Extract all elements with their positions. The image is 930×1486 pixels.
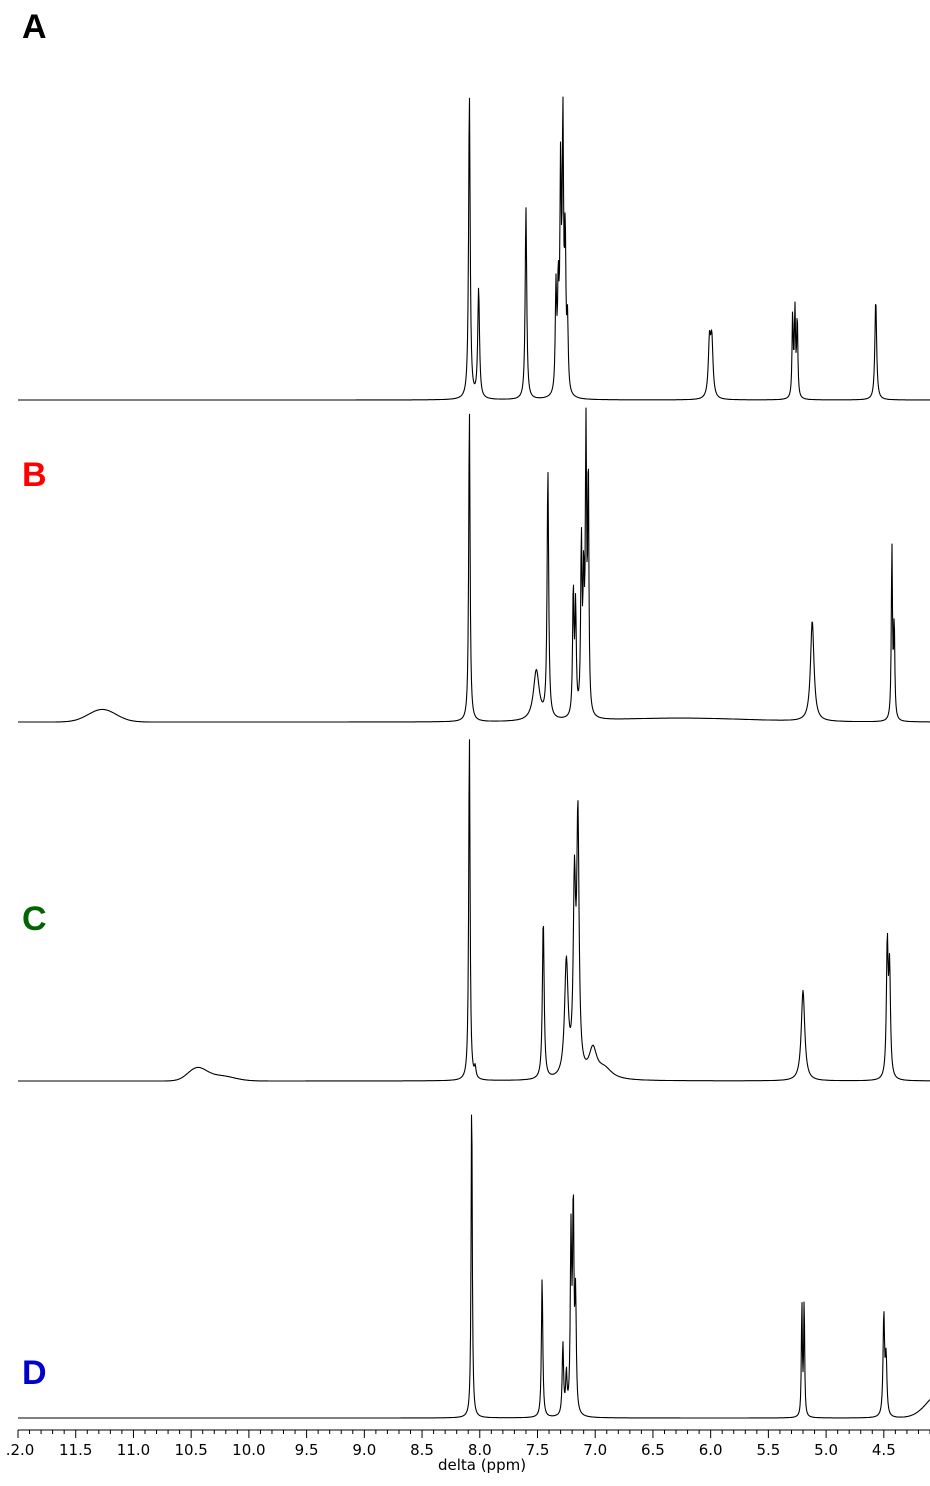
spectrum-trace-d	[17, 1114, 930, 1419]
spectrum-trace-a	[17, 96, 930, 401]
x-tick-label: 6.5	[641, 1441, 665, 1459]
panel-label-d: D	[22, 1354, 47, 1392]
spectrum-panel-a: A	[17, 8, 930, 401]
x-tick-label: 8.5	[410, 1441, 434, 1459]
spectrum-panel-d: D	[17, 1114, 930, 1419]
x-tick-label: 8.0	[468, 1441, 492, 1459]
x-axis: .2.0 11.5 11.0 10.5 10.0 9.5 9.0 8.5 8.0 7.5 7.0 6.…	[6, 1429, 930, 1474]
x-tick-label: 11.5	[59, 1441, 92, 1459]
x-tick-label: 10.5	[174, 1441, 207, 1459]
x-tick-label: 9.0	[352, 1441, 376, 1459]
panel-label-c: C	[22, 900, 47, 938]
spectrum-trace-b	[17, 407, 930, 723]
x-axis-ticks: .2.0 11.5 11.0 10.5 10.0 9.5 9.0 8.5 8.0 7.5 7.0 6.…	[6, 1430, 930, 1459]
x-tick-label: 5.0	[814, 1441, 838, 1459]
spectrum-panel-c: C	[17, 739, 930, 1082]
x-tick-label: 4.5	[872, 1441, 896, 1459]
x-tick-label: 6.0	[699, 1441, 723, 1459]
x-tick-label: 9.5	[295, 1441, 319, 1459]
panel-label-b: B	[22, 456, 47, 494]
x-tick-label: 7.5	[526, 1441, 550, 1459]
x-tick-label: .2.0	[6, 1441, 35, 1459]
x-tick-label: 11.0	[117, 1441, 150, 1459]
x-axis-title: delta (ppm)	[438, 1456, 526, 1474]
spectrum-panel-b: B	[17, 407, 930, 723]
panel-label-a: A	[22, 8, 47, 46]
x-tick-label: 7.0	[583, 1441, 607, 1459]
x-tick-label: 5.5	[756, 1441, 780, 1459]
spectrum-trace-c	[17, 739, 930, 1082]
x-tick-label: 10.0	[232, 1441, 265, 1459]
